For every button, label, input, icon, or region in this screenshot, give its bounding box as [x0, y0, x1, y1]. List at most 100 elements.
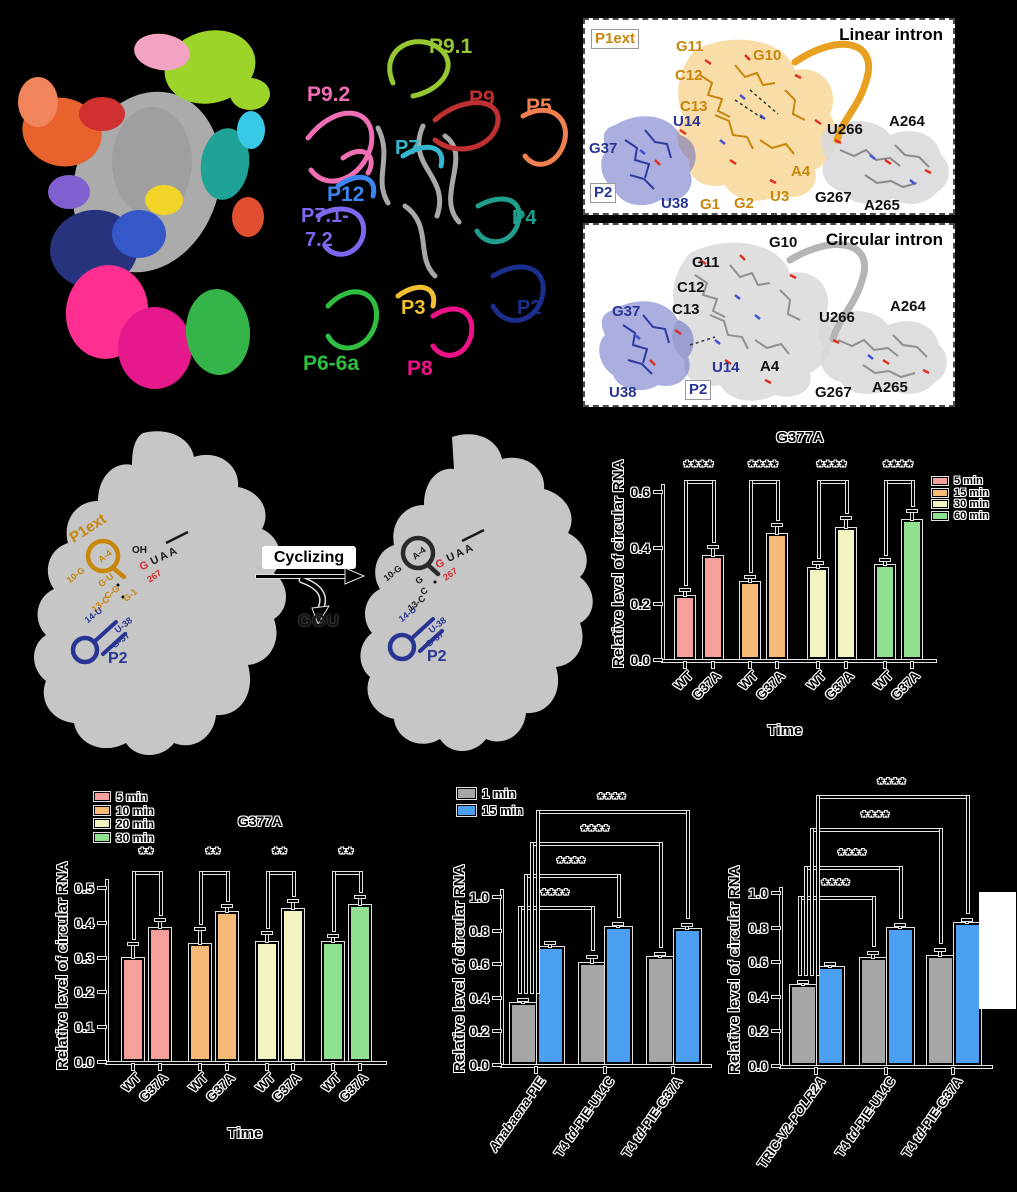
- release-arrow-icon: [298, 578, 330, 626]
- error-bar-cap: [680, 589, 690, 592]
- error-bar-cap: [222, 905, 232, 908]
- y-tick: [772, 995, 780, 998]
- silhouette-graphic: [34, 431, 286, 755]
- chart-title: G377A: [776, 429, 824, 446]
- legend-swatch: [932, 511, 948, 520]
- circular-intron-graphic: [599, 241, 947, 401]
- residue-label-u14: U14: [673, 113, 701, 130]
- sig-stars: **: [272, 844, 288, 863]
- x-tick: [132, 1064, 134, 1070]
- sig-bracket: [805, 867, 807, 975]
- residue-label-u266: U266: [827, 121, 863, 138]
- x-axis: [662, 660, 936, 662]
- y-axis-title: Relative level of circular RNA: [726, 865, 743, 1074]
- sig-bracket: [750, 481, 752, 573]
- y-tick: [98, 956, 106, 959]
- error-bar-cap: [155, 919, 165, 922]
- bar: [536, 947, 564, 1064]
- x-tick: [712, 662, 714, 668]
- y-tick-label: 0.6: [469, 956, 489, 973]
- sig-bracket: [900, 867, 902, 918]
- x-tick: [684, 662, 686, 668]
- error-bar-cap: [880, 559, 890, 562]
- x-category-segment: -PIE-G37A: [916, 1074, 966, 1135]
- x-category-label: G37A: [821, 668, 857, 703]
- legend-label: 5 min: [116, 790, 148, 804]
- error-bar: [939, 951, 941, 957]
- y-tick-label: 0.4: [469, 989, 489, 1006]
- residue-label-g10: G10: [769, 234, 798, 251]
- sig-bracket: [519, 907, 592, 909]
- residue-label-a4: A4: [791, 163, 811, 180]
- x-category-label: G37A: [752, 668, 788, 703]
- y-tick: [98, 887, 106, 889]
- sig-stars: ****: [748, 457, 779, 476]
- legend-label: 10 min: [116, 803, 155, 818]
- linear-intron-silhouette: 10-G A-4 G·U C-G 13-C G-1 14-U U-38 G-37 P1ext OH G…: [28, 425, 293, 760]
- sig-bracket: [799, 897, 801, 975]
- error-bar-cap: [655, 952, 665, 955]
- residue-label-g37: G37: [589, 140, 618, 157]
- sig-bracket: [846, 481, 848, 513]
- helix-label-p7-1-: P7.1-: [301, 205, 349, 227]
- y-tick-label: 1.0: [748, 885, 768, 901]
- sig-bracket: [333, 872, 335, 931]
- sig-bracket: [227, 872, 229, 902]
- sig-stars: ****: [861, 809, 890, 826]
- sig-bracket: [750, 481, 777, 483]
- bar: [322, 941, 344, 1061]
- x-axis: [780, 1066, 992, 1068]
- residue-label-a264: A264: [889, 113, 925, 130]
- y-tick-label: 0.0: [630, 652, 650, 668]
- sig-bracket: [133, 872, 135, 940]
- residue-label-c13: C13: [680, 98, 708, 115]
- sig-bracket: [333, 872, 360, 874]
- y-tick-label: 0.2: [469, 1023, 489, 1040]
- p1ext-box-label: P1ext: [591, 29, 640, 49]
- sig-bracket: [799, 897, 873, 899]
- sig-bracket: [687, 811, 689, 918]
- legend-swatch: [457, 788, 476, 799]
- bar: [509, 1002, 537, 1064]
- bar: [349, 905, 371, 1061]
- helix-label-p2: P2: [517, 297, 542, 319]
- error-bar: [266, 934, 268, 942]
- x-category-label: Anabaena-PIE: [486, 1074, 548, 1154]
- error-bar: [817, 564, 819, 568]
- y-tick-label: 0.8: [469, 922, 489, 939]
- x-axis-title: Time: [227, 1125, 263, 1142]
- sig-bracket: [885, 481, 887, 556]
- cyclizing-label: Cyclizing: [273, 549, 345, 566]
- x-tick: [885, 1068, 887, 1074]
- sig-stars: ****: [683, 457, 715, 476]
- bar: [256, 941, 278, 1061]
- error-bar: [712, 548, 714, 557]
- x-category-label: G37A: [268, 1070, 304, 1105]
- x-tick: [332, 1064, 334, 1070]
- error-bar: [332, 936, 334, 942]
- y-tick: [493, 996, 501, 999]
- legend-label: 20 min: [116, 817, 155, 831]
- y-tick-label: 0.1: [74, 1019, 94, 1036]
- legend-swatch: [94, 792, 110, 801]
- residue-label-a265: A265: [872, 379, 908, 396]
- x-category-label: T4 td-PIE-U14C: [832, 1074, 898, 1160]
- oh-label: OH: [132, 545, 147, 556]
- y-axis: [106, 880, 108, 1064]
- error-bar-cap: [813, 562, 823, 565]
- error-bar: [199, 929, 201, 944]
- legend-swatch: [932, 500, 948, 509]
- sig-bracket: [618, 875, 620, 918]
- sig-bracket: [267, 872, 293, 874]
- legend-label: 30 min: [116, 830, 155, 845]
- ribbon-cartoon-graphic: [305, 39, 568, 358]
- linear-intron-graphic: [601, 39, 949, 206]
- x-tick: [159, 1064, 161, 1070]
- chart-pie-constructs-1: 0.0 0.2 0.4 0.6 0.8 1.0 **** **** **** **** Anabae…: [415, 780, 715, 1192]
- sig-bracket: [811, 829, 940, 831]
- sig-bracket: [713, 481, 715, 542]
- x-tick: [911, 662, 913, 668]
- chart-g377a-timecourse-1: 0.0 0.2 0.4 0.6 **** **** **** **** WT G37A WT G37A…: [600, 425, 1017, 775]
- error-bar-cap: [745, 576, 755, 579]
- sig-bracket: [660, 843, 662, 947]
